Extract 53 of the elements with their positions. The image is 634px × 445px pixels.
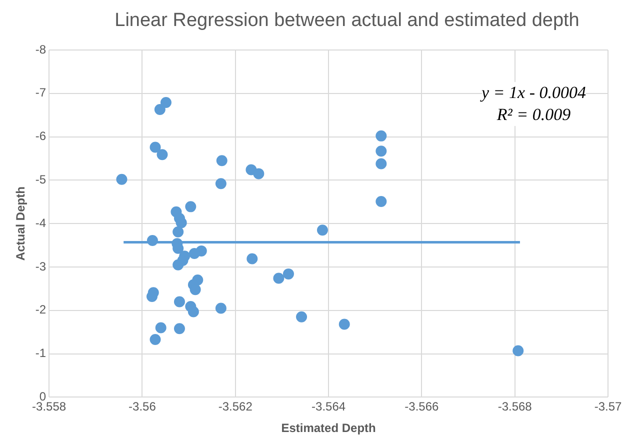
y-tick-label: -4 (35, 216, 46, 230)
point (146, 235, 158, 246)
point (246, 253, 258, 264)
y-tick-label: -3 (35, 259, 46, 274)
point (273, 272, 284, 284)
y-axis-title: Actual Depth (14, 186, 28, 261)
x-tick-label: -3.564 (312, 400, 346, 414)
y-tick-label: -6 (35, 129, 46, 144)
point (155, 322, 166, 334)
x-tick-label: -3.558 (32, 400, 66, 414)
point (156, 149, 168, 160)
chart-title: Linear Regression between actual and estimated depth (114, 10, 580, 32)
y-tick-label: -1 (35, 346, 46, 360)
point (150, 142, 161, 153)
point (253, 168, 264, 180)
point (215, 178, 226, 190)
point (174, 323, 185, 334)
x-tick-label: -3.56 (128, 400, 156, 414)
x-tick-label: -3.562 (218, 400, 253, 414)
point (116, 174, 128, 185)
point (376, 158, 387, 170)
point (174, 296, 185, 308)
annotation: y = 1x - 0.0004 (482, 82, 586, 104)
point (172, 226, 184, 238)
y-tick-label: -8 (35, 42, 46, 56)
point (282, 268, 294, 280)
point (316, 224, 328, 236)
x-axis-title: Estimated Depth (281, 421, 376, 436)
point (172, 259, 184, 270)
point (296, 311, 308, 322)
point (190, 284, 201, 296)
point (188, 306, 199, 318)
annotation: R² = 0.009 (496, 104, 572, 126)
point (146, 291, 158, 302)
x-tick-label: -3.568 (498, 400, 532, 414)
point (185, 201, 196, 212)
point (176, 217, 187, 228)
point (154, 104, 166, 115)
point (376, 146, 387, 157)
y-tick-label: -7 (35, 86, 46, 100)
point (160, 97, 172, 108)
point (338, 318, 350, 330)
point (188, 248, 200, 260)
x-tick-label: -3.566 (404, 400, 440, 414)
point (376, 130, 387, 142)
point (150, 334, 161, 345)
point (215, 302, 226, 314)
x-tick-label: -3.57 (594, 400, 622, 414)
point (216, 155, 228, 166)
point (512, 345, 524, 356)
y-tick-label: -2 (35, 302, 46, 317)
y-tick-label: -5 (35, 172, 46, 187)
point (376, 196, 387, 207)
